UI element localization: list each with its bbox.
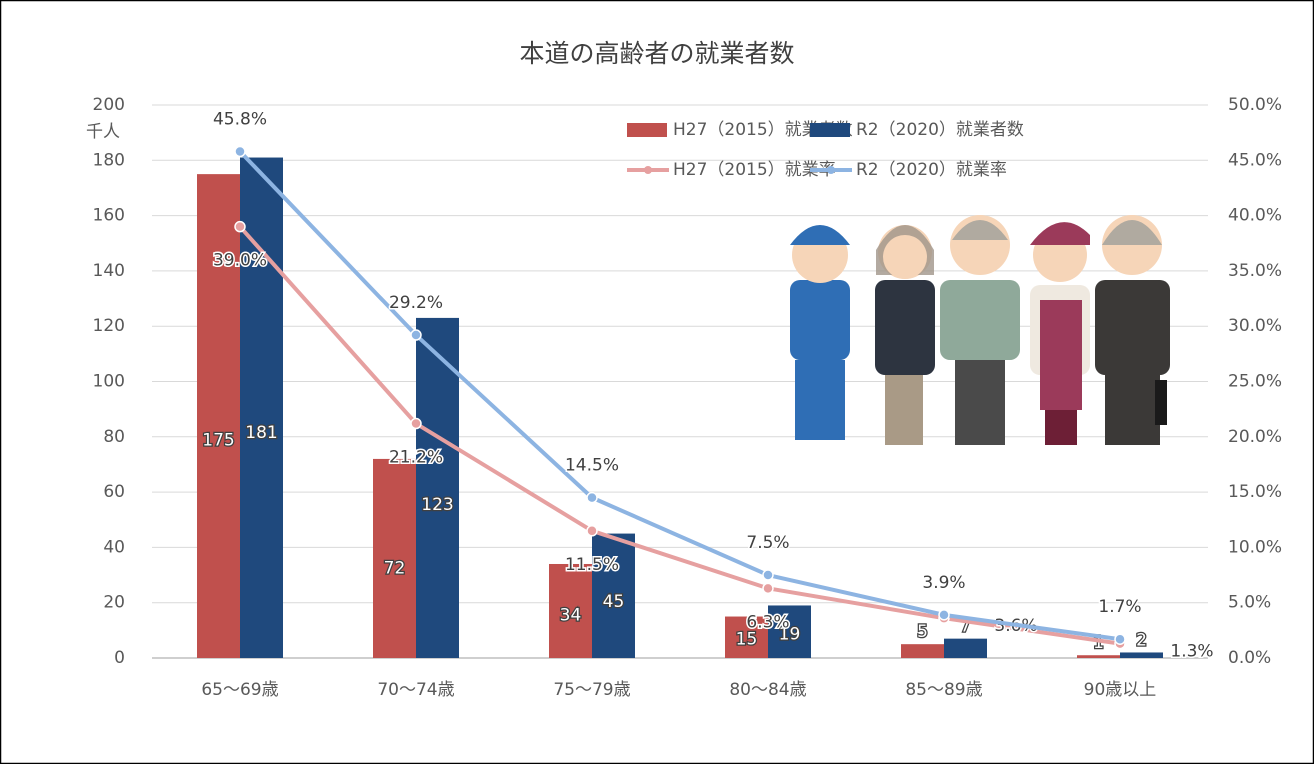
rate-value-label: 1.3% xyxy=(1170,642,1213,662)
bar-value-label: 175 xyxy=(202,430,234,450)
x-tick-label: 75〜79歳 xyxy=(553,680,630,700)
bar xyxy=(1077,655,1120,658)
y2-tick-label: 35.0% xyxy=(1228,261,1282,281)
y2-tick-label: 30.0% xyxy=(1228,316,1282,336)
y-unit: 千人 xyxy=(86,122,120,142)
rate-value-label: 11.5% xyxy=(565,555,619,575)
rate-value-label: 7.5% xyxy=(746,533,789,553)
y2-tick-label: 40.0% xyxy=(1228,206,1282,226)
line-marker xyxy=(763,583,773,593)
bar xyxy=(197,174,240,658)
legend-label: R2（2020）就業者数 xyxy=(856,120,1024,140)
line-marker xyxy=(939,610,949,620)
line-marker xyxy=(587,526,597,536)
y-tick-label: 100 xyxy=(93,372,125,392)
line-marker xyxy=(763,570,773,580)
bar-value-label: 123 xyxy=(421,495,453,515)
line-marker xyxy=(411,330,421,340)
y2-tick-label: 50.0% xyxy=(1228,95,1282,115)
y2-tick-label: 20.0% xyxy=(1228,427,1282,447)
y2-tick-label: 45.0% xyxy=(1228,150,1282,170)
line-marker xyxy=(411,419,421,429)
bar-value-label: 5 xyxy=(917,622,928,642)
bar-value-label: 72 xyxy=(384,558,406,578)
line-marker xyxy=(1115,634,1125,644)
rate-value-label: 6.3% xyxy=(746,612,789,632)
line-marker xyxy=(235,222,245,232)
rate-value-label: 21.2% xyxy=(389,448,443,468)
y-tick-label: 20 xyxy=(103,593,125,613)
y2-tick-label: 15.0% xyxy=(1228,482,1282,502)
chart-title: 本道の高齢者の就業者数 xyxy=(519,39,794,68)
bar xyxy=(1120,652,1163,658)
rate-value-label: 29.2% xyxy=(389,293,443,313)
y-tick-label: 140 xyxy=(93,261,125,281)
y-tick-label: 0 xyxy=(114,648,125,668)
y-tick-label: 160 xyxy=(93,206,125,226)
page: {"chart_data": {"type": "combo", "title"… xyxy=(0,0,1314,764)
y-tick-label: 40 xyxy=(103,537,125,557)
legend-swatch xyxy=(627,123,667,137)
y-tick-label: 80 xyxy=(103,427,125,447)
worker-figure xyxy=(790,225,850,440)
y2-tick-label: 10.0% xyxy=(1228,537,1282,557)
man-suit-figure xyxy=(1095,215,1170,445)
x-tick-label: 80〜84歳 xyxy=(729,680,806,700)
line-marker xyxy=(587,493,597,503)
legend-label: R2（2020）就業率 xyxy=(856,160,1007,180)
rate-value-label: 3.9% xyxy=(922,573,965,593)
bar-value-label: 34 xyxy=(560,606,582,626)
bar-value-label: 181 xyxy=(245,423,277,443)
bar-value-label: 15 xyxy=(736,629,758,649)
legend-swatch xyxy=(644,166,652,174)
y2-tick-label: 5.0% xyxy=(1228,593,1271,613)
bar xyxy=(944,639,987,658)
rate-value-label: 45.8% xyxy=(213,109,267,129)
chart: 本道の高齢者の就業者数 千人 0 20 40 60 80 100 120 140 160 180 2… xyxy=(0,0,1314,764)
legend-swatch xyxy=(827,166,835,174)
y-tick-label: 200 xyxy=(93,95,125,115)
rate-value-label: 39.0% xyxy=(213,251,267,271)
x-tick-label: 90歳以上 xyxy=(1084,680,1157,700)
bar-value-label: 2 xyxy=(1136,630,1147,650)
rate-value-label: 1.7% xyxy=(1098,597,1141,617)
bar xyxy=(901,644,944,658)
bar-value-label: 45 xyxy=(603,592,625,612)
y-tick-label: 120 xyxy=(93,316,125,336)
x-tick-label: 65〜69歳 xyxy=(201,680,278,700)
rate-value-label: 14.5% xyxy=(565,456,619,476)
y-tick-label: 180 xyxy=(93,150,125,170)
y-tick-label: 60 xyxy=(103,482,125,502)
x-tick-label: 85〜89歳 xyxy=(905,680,982,700)
x-tick-label: 70〜74歳 xyxy=(377,680,454,700)
line-marker xyxy=(235,146,245,156)
legend-swatch xyxy=(810,123,850,137)
y2-tick-label: 25.0% xyxy=(1228,372,1282,392)
y2-tick-label: 0.0% xyxy=(1228,648,1271,668)
